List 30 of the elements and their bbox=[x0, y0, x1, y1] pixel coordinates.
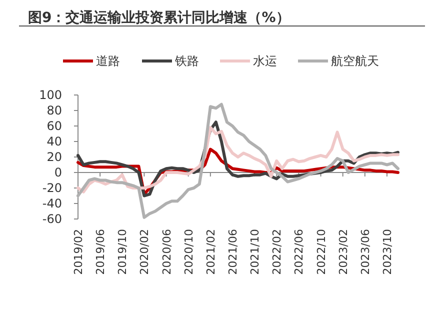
x-tick-label: 2023/02 bbox=[336, 229, 350, 275]
y-tick-label: 80 bbox=[46, 104, 62, 118]
y-tick-label: 40 bbox=[46, 134, 62, 149]
y-tick-label: 20 bbox=[46, 150, 62, 164]
x-tick-label: 2021/02 bbox=[204, 229, 218, 275]
x-tick-label: 2023/10 bbox=[380, 229, 394, 275]
legend-label: 铁路 bbox=[174, 54, 199, 68]
x-tick-label: 2019/10 bbox=[116, 229, 130, 275]
x-tick-label: 2021/06 bbox=[226, 229, 240, 275]
y-tick-label: 100 bbox=[39, 88, 62, 102]
x-tick-label: 2022/02 bbox=[270, 229, 284, 275]
line-series bbox=[76, 102, 400, 219]
legend-label: 水运 bbox=[253, 54, 277, 68]
y-tick-label: -60 bbox=[42, 212, 62, 226]
chart-title: 图9：交通运输业投资累计同比增速（%） bbox=[28, 9, 290, 26]
y-tick-label: -20 bbox=[42, 181, 62, 196]
x-tick-label: 2020/06 bbox=[160, 229, 174, 275]
y-tick-label: 60 bbox=[46, 119, 62, 134]
x-tick-label: 2020/02 bbox=[138, 229, 152, 275]
x-tick-label: 2019/06 bbox=[94, 229, 108, 275]
x-tick-label: 2022/10 bbox=[314, 229, 328, 275]
legend-label: 航空航天 bbox=[331, 54, 379, 68]
x-tick-label: 2023/06 bbox=[358, 229, 372, 275]
y-tick-label: -40 bbox=[42, 196, 62, 211]
x-tick-label: 2020/10 bbox=[182, 229, 196, 275]
legend-label: 道路 bbox=[96, 54, 120, 68]
y-tick-label: 0 bbox=[54, 166, 62, 180]
x-tick-label: 2019/02 bbox=[72, 229, 85, 275]
x-tick-label: 2021/10 bbox=[248, 229, 262, 275]
x-tick-label: 2022/06 bbox=[292, 229, 306, 275]
